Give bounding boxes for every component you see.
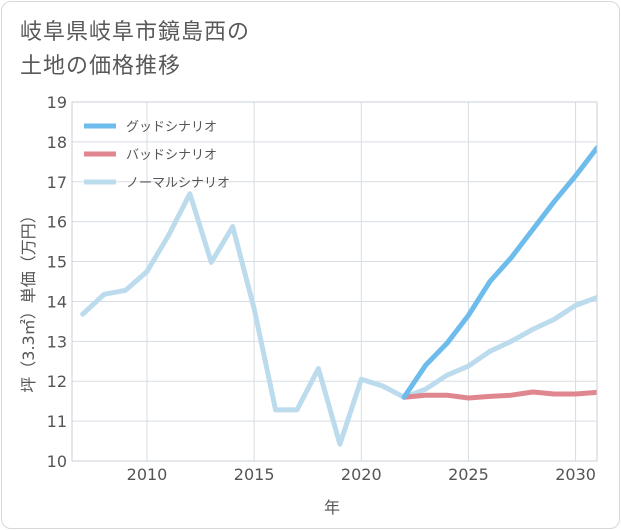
x-tick-label: 2015 <box>234 465 275 484</box>
x-tick-label: 2025 <box>448 465 489 484</box>
grid-lines <box>72 102 597 461</box>
y-tick-label: 15 <box>47 253 67 272</box>
y-tick-label: 11 <box>47 412 67 431</box>
y-axis-title: 坪（3.3㎡）単価（万円） <box>19 207 38 392</box>
series-lines <box>80 145 597 447</box>
plot-border <box>71 101 598 462</box>
x-tick-label: 2020 <box>341 465 382 484</box>
x-axis-title: 年 <box>324 498 340 517</box>
y-tick-label: 13 <box>47 332 67 351</box>
y-tick-label: 14 <box>47 292 67 311</box>
series-line-0 <box>401 145 597 400</box>
y-tick-label: 12 <box>47 372 67 391</box>
legend-label: バッドシナリオ <box>126 148 217 163</box>
series-line-1 <box>401 389 597 401</box>
plot-frame <box>71 101 598 462</box>
y-tick-labels: 10 11 12 13 14 15 16 17 18 19 <box>47 93 67 471</box>
legend-label: ノーマルシナリオ <box>126 176 230 191</box>
y-tick-label: 16 <box>47 213 67 232</box>
chart-title-line2: 土地の価格推移 <box>20 54 182 79</box>
x-tick-labels: 2010 2015 2020 2025 2030 <box>127 465 596 484</box>
chart-title-line1: 岐阜県岐阜市鏡島西の <box>20 20 251 45</box>
y-tick-label: 18 <box>47 133 67 152</box>
x-tick-label: 2010 <box>127 465 168 484</box>
series-line-2 <box>80 191 597 447</box>
y-tick-label: 17 <box>47 173 67 192</box>
y-tick-label: 10 <box>47 452 67 471</box>
chart-title: 岐阜県岐阜市鏡島西の 土地の価格推移 <box>20 16 440 84</box>
y-tick-label: 19 <box>47 93 67 112</box>
legend-label: グッドシナリオ <box>126 120 217 135</box>
x-tick-label: 2030 <box>555 465 596 484</box>
